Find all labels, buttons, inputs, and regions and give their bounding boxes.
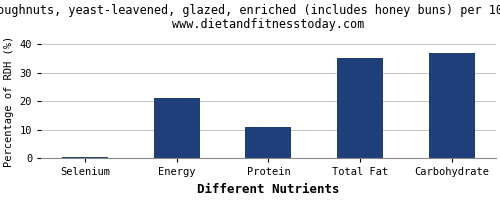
X-axis label: Different Nutrients: Different Nutrients <box>197 183 340 196</box>
Title: www.dietandfitnesstoday.com: www.dietandfitnesstoday.com <box>172 18 364 31</box>
Bar <box>154 98 200 158</box>
Bar <box>62 157 108 158</box>
Bar <box>246 127 292 158</box>
Y-axis label: Percentage of RDH (%): Percentage of RDH (%) <box>4 36 14 167</box>
Bar <box>429 53 475 158</box>
Text: Doughnuts, yeast-leavened, glazed, enriched (includes honey buns) per 100: Doughnuts, yeast-leavened, glazed, enric… <box>0 4 500 17</box>
Bar <box>337 58 383 158</box>
